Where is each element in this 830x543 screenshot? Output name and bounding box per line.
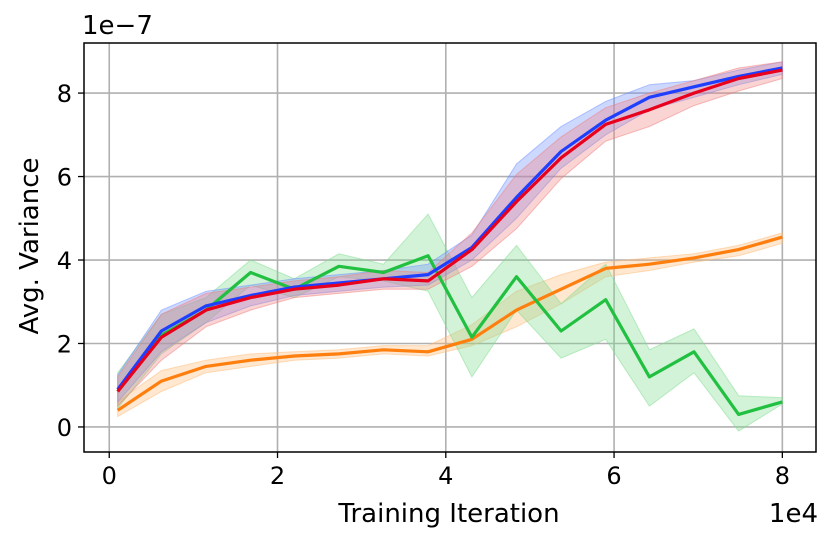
- series-3-line: [116, 254, 783, 416]
- y-offset-label: 1e−7: [82, 11, 153, 41]
- x-tick-label: 2: [270, 462, 285, 490]
- y-tick-label: 4: [57, 247, 72, 275]
- confidence-bands: [117, 61, 783, 432]
- x-tick-label: 0: [102, 462, 117, 490]
- x-tick-label: 6: [606, 462, 621, 490]
- y-axis-label: Avg. Variance: [15, 158, 45, 335]
- series-0-line: [116, 66, 783, 391]
- series-1-band: [117, 61, 783, 408]
- series-1-line: [116, 68, 783, 393]
- series-lines: [116, 66, 783, 416]
- axis-ticks: 0 2 4 6 8 0 2 4 6 8: [57, 80, 790, 490]
- series-3-band: [117, 213, 783, 432]
- y-tick-label: 0: [57, 414, 72, 442]
- x-offset-label: 1e4: [769, 499, 818, 529]
- series-2-line: [116, 235, 783, 412]
- x-tick-label: 4: [438, 462, 453, 490]
- x-tick-label: 8: [775, 462, 790, 490]
- x-axis-label: Training Iteration: [337, 499, 559, 529]
- y-tick-label: 2: [57, 330, 72, 358]
- series-2-band: [117, 232, 783, 418]
- y-tick-label: 6: [57, 164, 72, 192]
- plot-frame: [83, 42, 817, 453]
- grid-lines: [84, 43, 816, 452]
- y-tick-label: 8: [57, 80, 72, 108]
